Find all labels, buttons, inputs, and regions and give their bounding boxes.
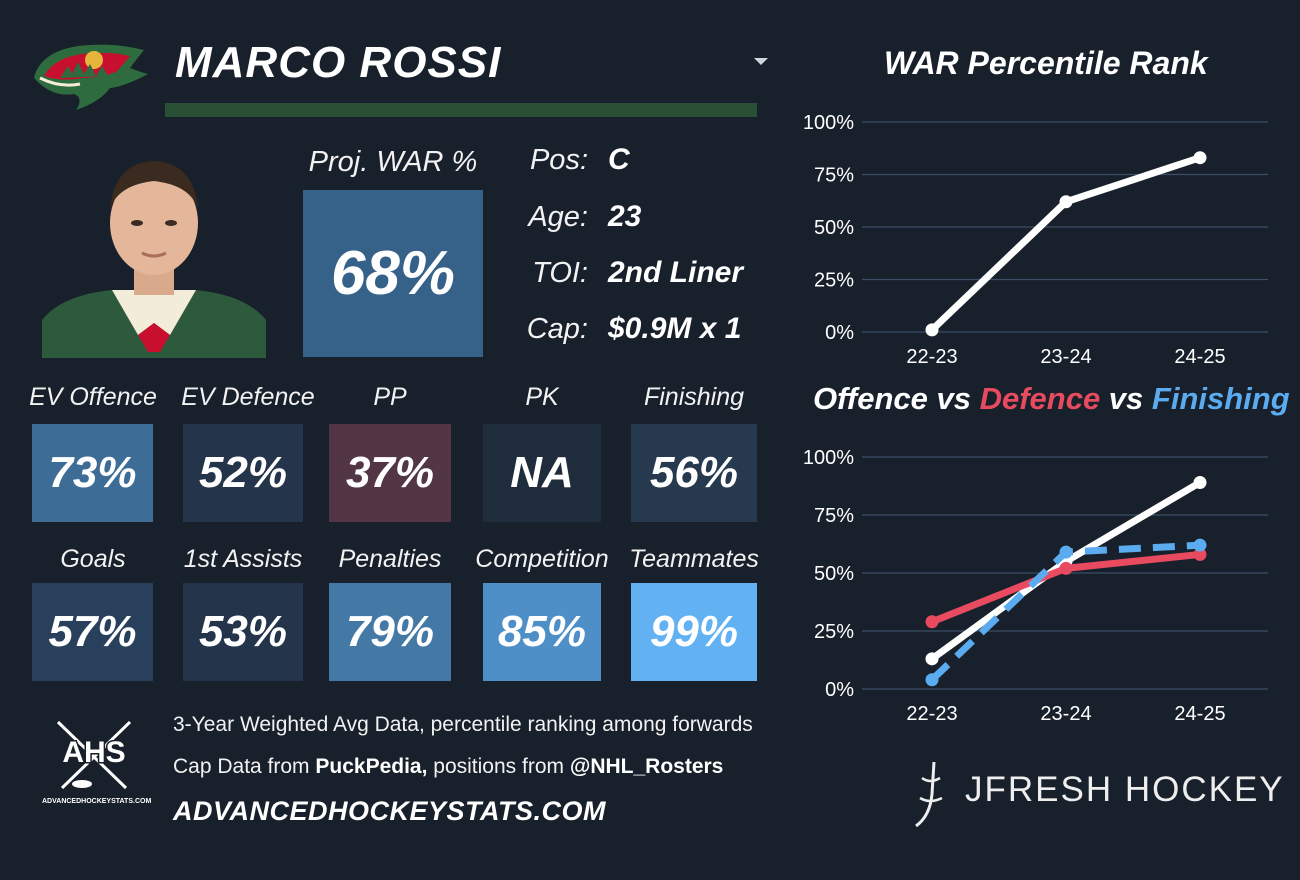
note-sources: Cap Data from PuckPedia, positions from …: [173, 755, 724, 778]
stat-box-finishing: 56%: [631, 424, 757, 522]
data-point-defence: [1193, 547, 1207, 561]
team-logo: [30, 38, 152, 119]
x-tick-label: 24-25: [1174, 346, 1225, 368]
x-tick-label: 23-24: [1040, 346, 1091, 368]
jfresh-logo-icon: [910, 758, 950, 835]
x-tick-label: 22-23: [906, 703, 957, 725]
chart1-title: WAR Percentile Rank: [884, 45, 1208, 81]
stat-box-pp: 37%: [329, 424, 451, 522]
stat-box-ev-defence: 52%: [183, 424, 303, 522]
stat-label-ev-offence: EV Offence: [29, 383, 157, 411]
y-tick-label: 0%: [825, 322, 854, 344]
info-toi-value: 2nd Liner: [608, 256, 744, 289]
y-tick-label: 25%: [814, 270, 854, 292]
stat-label-penalties: Penalties: [338, 545, 442, 573]
ahs-logo: AHS: [44, 718, 144, 805]
ahs-logo-subtext: ADVANCEDHOCKEYSTATS.COM: [42, 798, 152, 805]
stat-label-goals: Goals: [60, 545, 126, 573]
stat-label-competition: Competition: [475, 545, 609, 573]
stat-box-goals: 57%: [32, 583, 153, 681]
info-cap-value: $0.9M x 1: [608, 312, 742, 345]
series-line-war: [929, 154, 1202, 333]
y-tick-label: 75%: [814, 505, 854, 527]
stat-box-pk: NA: [483, 424, 601, 522]
y-tick-label: 25%: [814, 621, 854, 643]
data-point-finishing: [1059, 545, 1073, 559]
stat-label-finishing: Finishing: [643, 383, 745, 411]
player-headshot: [42, 145, 266, 358]
stat-box-competition: 85%: [483, 583, 601, 681]
data-point-defence: [925, 615, 939, 629]
player-select-bar[interactable]: [165, 103, 757, 117]
player-name: MARCO ROSSI: [175, 38, 502, 87]
offence-defence-finishing-chart: 0% 25% 50% 75% 100% 22-23 23-24 24-25: [803, 447, 1268, 725]
link-nhl-rosters[interactable]: @NHL_Rosters: [569, 755, 724, 778]
stat-box-ev-offence: 73%: [32, 424, 153, 522]
data-point-war: [925, 323, 939, 337]
info-age-value: 23: [608, 200, 642, 233]
link-puckpedia[interactable]: PuckPedia,: [315, 755, 428, 778]
data-point-war: [1059, 195, 1073, 209]
info-age-label: Age:: [528, 201, 588, 233]
ahs-logo-text: AHS: [62, 736, 125, 769]
y-tick-label: 0%: [825, 679, 854, 701]
note-data-description: 3-Year Weighted Avg Data, percentile ran…: [173, 713, 753, 736]
y-tick-label: 100%: [803, 447, 854, 469]
stat-label-pk: PK: [525, 383, 559, 411]
data-point-finishing: [925, 673, 939, 687]
stat-label-pp: PP: [373, 383, 407, 411]
stat-label-teammates: Teammates: [629, 545, 759, 573]
data-point-offence: [1193, 476, 1207, 490]
info-cap-label: Cap:: [526, 313, 588, 345]
y-tick-label: 50%: [814, 563, 854, 585]
data-point-defence: [1059, 561, 1073, 575]
info-pos-label: Pos:: [529, 144, 588, 176]
war-percentile-chart: 0% 25% 50% 75% 100% 22-23 23-24 24-25: [803, 112, 1268, 368]
x-tick-label: 24-25: [1174, 703, 1225, 725]
stat-box-first-assists: 53%: [183, 583, 303, 681]
y-tick-label: 75%: [814, 165, 854, 187]
y-tick-label: 50%: [814, 217, 854, 239]
stat-box-penalties: 79%: [329, 583, 451, 681]
data-point-war: [1193, 151, 1207, 165]
proj-war-label: Proj. WAR %: [308, 146, 478, 178]
data-point-finishing: [1193, 538, 1207, 552]
proj-war-value: 68%: [303, 190, 483, 357]
info-pos-value: C: [608, 143, 630, 176]
chart2-title: Offence vs Defence vs Finishing: [813, 381, 1290, 416]
jfresh-hockey-brand: JFRESH HOCKEY: [965, 770, 1285, 809]
x-tick-label: 22-23: [906, 346, 957, 368]
site-link[interactable]: ADVANCEDHOCKEYSTATS.COM: [173, 796, 607, 826]
x-tick-label: 23-24: [1040, 703, 1091, 725]
stat-label-first-assists: 1st Assists: [183, 545, 303, 573]
stat-label-ev-defence: EV Defence: [181, 383, 315, 411]
chevron-down-icon[interactable]: [754, 58, 768, 65]
stat-box-teammates: 99%: [631, 583, 757, 681]
info-toi-label: TOI:: [532, 257, 588, 289]
y-tick-label: 100%: [803, 112, 854, 134]
data-point-offence: [925, 652, 939, 666]
